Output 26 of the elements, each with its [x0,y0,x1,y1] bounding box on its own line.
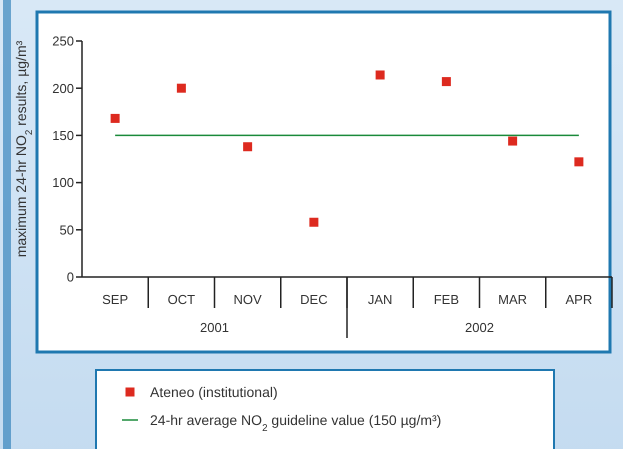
point [574,157,584,166]
x-tick-label: SEP [102,292,128,307]
y-tick-label: 0 [66,270,74,285]
y-tick-label: 250 [52,34,74,49]
point [309,218,318,227]
legend-label: 24-hr average NO$_{2}$ guideline value (150 µg/m³) [150,412,442,434]
point [508,136,518,146]
x-tick-label: APR [566,292,592,307]
point [243,142,252,152]
x-tick-label: MAR [498,292,528,307]
x-tick-label: JAN [368,292,392,307]
x-tick-label: NOV [234,292,262,307]
y-tick-label: 100 [52,175,74,190]
legend-label: Ateneo (institutional) [150,384,278,400]
x-tick-label: OCT [168,292,196,307]
x-tick-label: DEC [300,292,328,307]
x-tick-label: FEB [434,292,460,307]
point [110,114,120,123]
text: 2001 [200,320,229,335]
point [176,84,186,93]
y-tick-label: 50 [60,222,74,238]
y-tick-label: 200 [52,80,74,96]
point [442,77,451,86]
y-tick-label: 150 [52,128,74,143]
text: 2002 [465,320,494,335]
point [376,70,385,80]
